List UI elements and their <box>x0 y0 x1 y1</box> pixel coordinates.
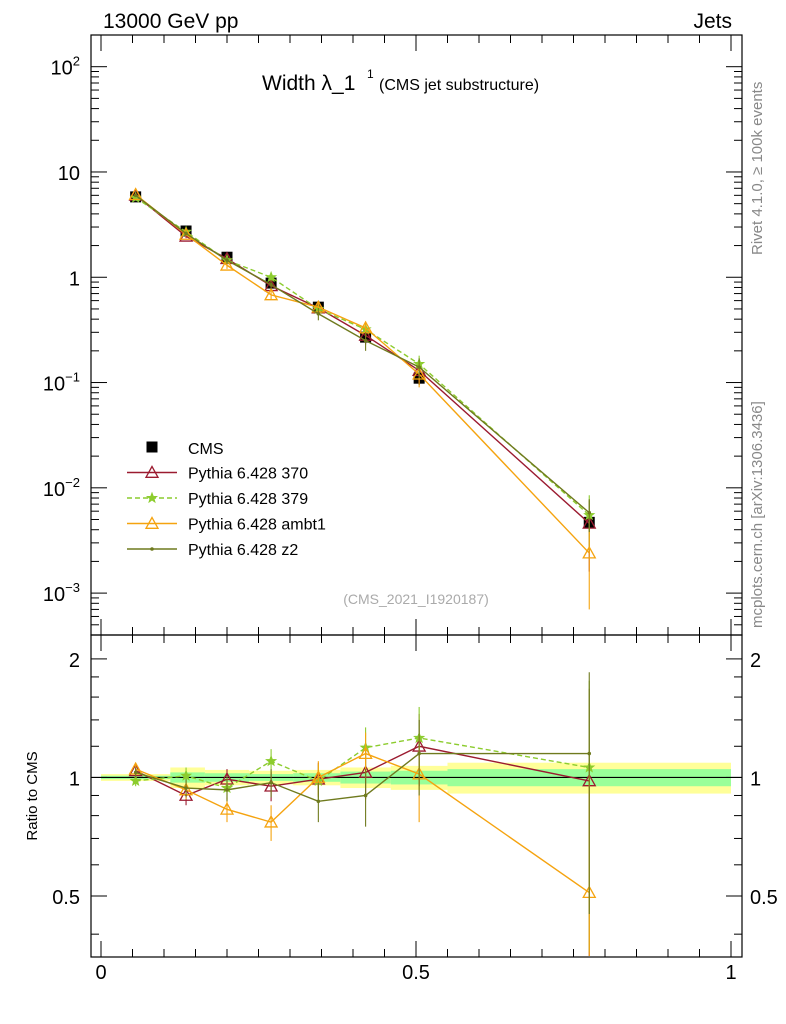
chart-title-superscript: 1 <box>367 67 374 81</box>
y-tick-label-base: 10 <box>43 584 65 606</box>
main-panel-series <box>128 187 597 610</box>
ratio-series-1 <box>129 680 596 953</box>
mc-marker <box>316 311 321 316</box>
legend-label: Pythia 6.428 370 <box>188 466 308 483</box>
chart-title: Width λ_1 1 (CMS jet substructure) <box>262 67 539 95</box>
ratio-marker <box>587 751 592 756</box>
y-tick-label-base: 10 <box>58 163 80 185</box>
mc-series-3 <box>133 193 592 533</box>
legend-marker <box>150 547 154 551</box>
legend-marker <box>144 516 160 529</box>
x-tick-label: 0.5 <box>402 962 430 984</box>
mc-series-0 <box>128 187 597 572</box>
legend: CMS Pythia 6.428 370 Pythia 6.428 379 Pythi… <box>127 441 326 559</box>
ratio-marker <box>180 769 193 781</box>
ratio-y-tick-label-left: 2 <box>69 650 80 672</box>
ratio-marker <box>316 799 321 804</box>
mc-marker <box>269 282 273 287</box>
chart-title-subtitle: (CMS jet substructure) <box>379 77 539 94</box>
mc-marker <box>263 287 279 301</box>
ratio-y-tick-label-right: 2 <box>750 650 761 672</box>
ratio-y-tick-label-right: 1 <box>750 768 761 790</box>
ratio-marker <box>417 751 421 756</box>
legend-label: Pythia 6.428 379 <box>188 491 308 508</box>
ratio-marker <box>129 774 142 787</box>
legend-marker <box>145 491 159 504</box>
legend-label: Pythia 6.428 z2 <box>188 542 298 559</box>
y-tick-label-exponent: −2 <box>65 475 80 490</box>
ratio-marker <box>269 780 273 785</box>
legend-label: Pythia 6.428 ambt1 <box>188 517 326 534</box>
mc-marker <box>582 545 597 559</box>
mc-series-line <box>135 194 590 514</box>
ratio-panel-axes: 0.5 0.5 1 1 2 2 <box>52 650 778 935</box>
y-tick-label: 10−2 <box>43 475 80 501</box>
ratio-marker <box>219 801 235 815</box>
x-axis: 0 0.5 1 <box>95 35 737 984</box>
ratio-series-line <box>135 752 590 802</box>
ratio-y-tick-label-left: 0.5 <box>52 887 80 909</box>
mc-marker <box>219 257 235 271</box>
mc-marker <box>587 510 592 515</box>
side-label-rivet: Rivet 4.1.0, ≥ 100k events <box>749 82 766 255</box>
mc-marker <box>225 258 229 263</box>
x-tick-label: 1 <box>725 962 736 984</box>
header-category: Jets <box>693 10 732 33</box>
ratio-series-3 <box>133 672 592 915</box>
ratio-series-line <box>135 737 590 789</box>
mc-marker <box>128 187 143 201</box>
mc-marker <box>363 338 368 343</box>
mc-marker <box>133 193 138 198</box>
y-tick-label: 102 <box>51 54 80 80</box>
legend-marker-cms <box>146 441 158 453</box>
y-tick-label-exponent: −3 <box>65 580 80 595</box>
y-tick-label: 10−1 <box>43 370 80 396</box>
mc-series-line <box>135 197 590 516</box>
mc-marker <box>184 231 188 236</box>
ratio-marker <box>263 814 279 828</box>
ratio-y-axis-label: Ratio to CMS <box>24 751 41 840</box>
y-tick-label-exponent: 2 <box>73 54 80 69</box>
legend-label-cms: CMS <box>188 441 224 458</box>
ratio-marker <box>184 786 188 790</box>
y-tick-label-exponent: −1 <box>65 370 80 385</box>
ratio-marker <box>358 746 373 759</box>
ratio-marker <box>225 788 229 792</box>
y-tick-label: 1 <box>69 268 80 290</box>
legend-marker <box>144 465 160 478</box>
mc-marker <box>412 366 427 380</box>
mc-marker <box>265 270 278 283</box>
ratio-marker <box>363 793 368 798</box>
y-tick-label: 10−3 <box>43 580 80 606</box>
ratio-y-tick-label-left: 1 <box>69 768 80 790</box>
ratio-series-0 <box>128 688 597 956</box>
ratio-series-line <box>135 752 590 894</box>
ratio-panel-series <box>128 672 597 956</box>
side-label-mcplots: mcplots.cern.ch [arXiv:1306.3436] <box>749 401 766 628</box>
chart-title-main: Width λ_1 <box>262 72 355 95</box>
ratio-marker <box>265 754 278 767</box>
ratio-panel-frame <box>90 634 743 958</box>
ratio-marker <box>311 770 326 783</box>
mc-marker <box>417 365 421 369</box>
y-tick-label-base: 10 <box>43 479 65 501</box>
y-tick-label: 10 <box>58 163 80 185</box>
ratio-y-tick-label-right: 0.5 <box>750 887 778 909</box>
y-tick-label-base: 10 <box>43 374 65 396</box>
y-tick-label-base: 1 <box>69 268 80 290</box>
x-tick-label: 0 <box>95 962 106 984</box>
mc-marker <box>178 227 194 240</box>
header-energy: 13000 GeV pp <box>103 10 238 33</box>
ratio-marker <box>133 770 138 775</box>
y-tick-label-base: 10 <box>51 58 73 80</box>
analysis-watermark: (CMS_2021_I1920187) <box>343 591 489 607</box>
